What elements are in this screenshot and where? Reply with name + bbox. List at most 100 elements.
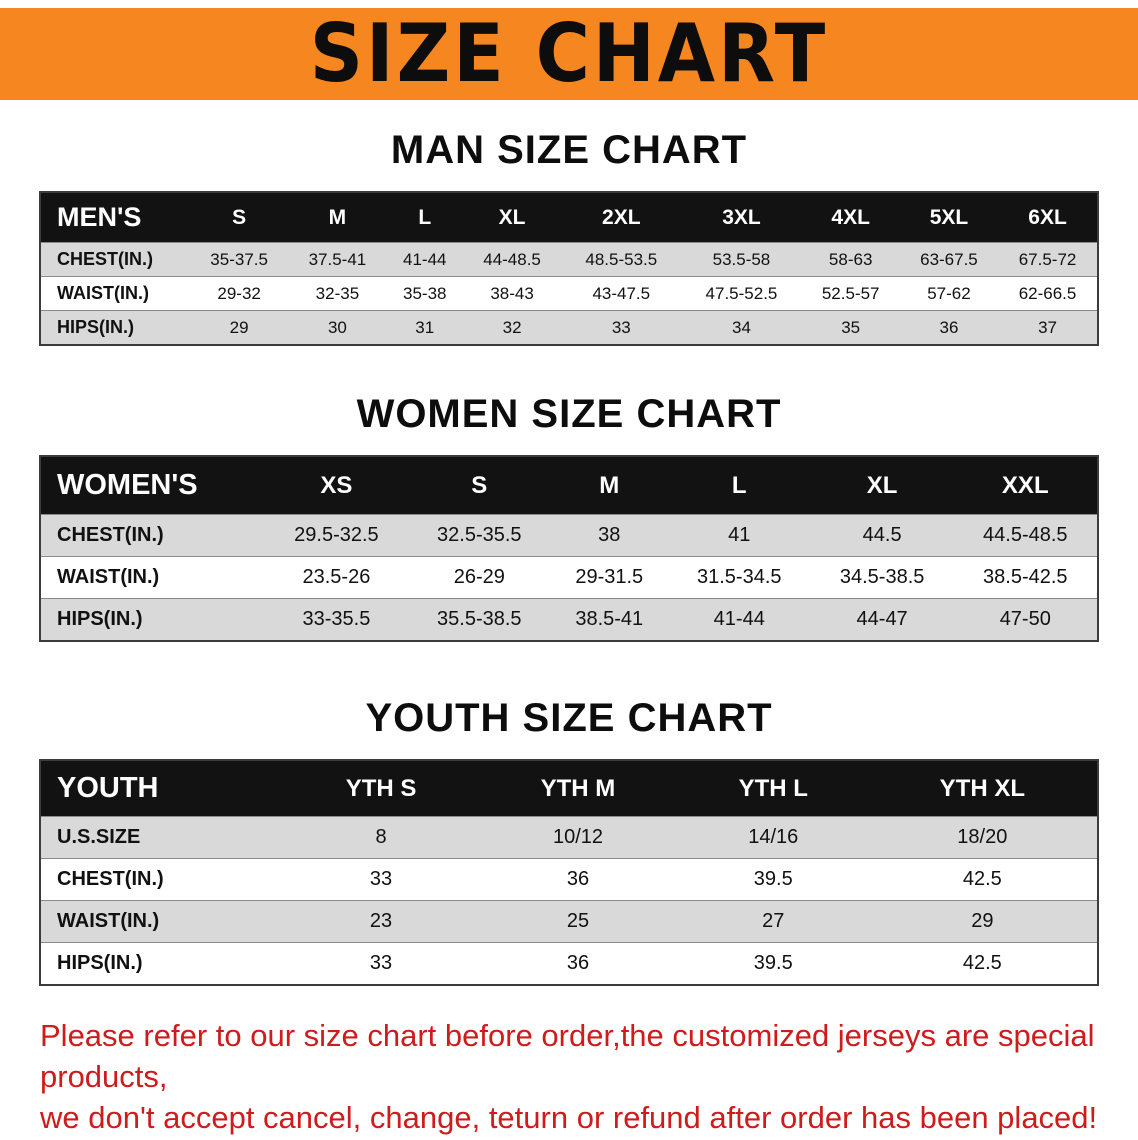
size-cell: 44-48.5 (462, 242, 562, 277)
column-header: YTH M (477, 760, 679, 817)
column-header: 4XL (801, 192, 900, 243)
size-cell: 39.5 (678, 858, 868, 901)
youth-section: YOUTH SIZE CHART YOUTH YTH S YTH M YTH L… (0, 696, 1138, 986)
size-cell: 36 (477, 858, 679, 901)
column-header: 6XL (998, 192, 1098, 243)
column-header: XS (265, 456, 408, 515)
column-header: S (407, 456, 551, 515)
table-row: HIPS(IN.) 29 30 31 32 33 34 35 36 37 (40, 310, 1098, 345)
size-cell: 39.5 (678, 942, 868, 985)
size-cell: 38-43 (462, 276, 562, 311)
men-section-heading: MAN SIZE CHART (390, 128, 748, 172)
size-cell: 33 (561, 310, 682, 345)
size-cell: 29 (190, 310, 289, 345)
women-section-heading: WOMEN SIZE CHART (356, 392, 782, 436)
row-label: WAIST(IN.) (40, 276, 190, 311)
column-header: 2XL (561, 192, 682, 243)
youth-size-table: YOUTH YTH S YTH M YTH L YTH XL U.S.SIZE … (39, 759, 1099, 986)
size-cell: 38 (550, 514, 668, 557)
row-label: WAIST(IN.) (40, 556, 265, 599)
page-title: SIZE CHART (309, 7, 829, 101)
size-cell: 23 (285, 900, 478, 943)
size-cell: 33 (285, 858, 478, 901)
column-header: 5XL (899, 192, 999, 243)
size-cell: 29 (867, 900, 1098, 943)
column-header: XL (810, 456, 954, 515)
column-header: M (550, 456, 668, 515)
table-row: U.S.SIZE 8 10/12 14/16 18/20 (40, 816, 1098, 859)
size-cell: 32-35 (288, 276, 387, 311)
table-row: CHEST(IN.) 33 36 39.5 42.5 (40, 858, 1098, 901)
column-header: S (190, 192, 289, 243)
table-row: HIPS(IN.) 33 36 39.5 42.5 (40, 942, 1098, 985)
size-cell: 35 (801, 310, 900, 345)
table-row: CHEST(IN.) 35-37.5 37.5-41 41-44 44-48.5… (40, 242, 1098, 277)
size-cell: 8 (285, 816, 478, 859)
size-cell: 18/20 (867, 816, 1098, 859)
table-row: WAIST(IN.) 29-32 32-35 35-38 38-43 43-47… (40, 276, 1098, 311)
size-cell: 37 (998, 310, 1098, 345)
column-header: XXL (953, 456, 1098, 515)
size-cell: 34 (681, 310, 802, 345)
men-table-title: MEN'S (40, 192, 190, 243)
size-cell: 33 (285, 942, 478, 985)
row-label: HIPS(IN.) (40, 942, 285, 985)
footer-note-line2: we don't accept cancel, change, teturn o… (40, 1099, 1098, 1135)
column-header: L (386, 192, 463, 243)
women-section: WOMEN SIZE CHART WOMEN'S XS S M L XL XXL… (0, 392, 1138, 642)
size-cell: 32 (462, 310, 562, 345)
size-cell: 35-37.5 (190, 242, 289, 277)
column-header: 3XL (681, 192, 802, 243)
size-cell: 43-47.5 (561, 276, 682, 311)
women-header-row: WOMEN'S XS S M L XL XXL (40, 456, 1098, 515)
table-row: WAIST(IN.) 23 25 27 29 (40, 900, 1098, 943)
size-cell: 31.5-34.5 (667, 556, 811, 599)
table-row: WAIST(IN.) 23.5-26 26-29 29-31.5 31.5-34… (40, 556, 1098, 599)
row-label: CHEST(IN.) (40, 858, 285, 901)
size-cell: 33-35.5 (265, 598, 408, 641)
size-cell: 42.5 (867, 942, 1098, 985)
size-cell: 34.5-38.5 (810, 556, 954, 599)
size-cell: 36 (899, 310, 999, 345)
banner: SIZE CHART (0, 8, 1138, 100)
column-header: YTH XL (867, 760, 1098, 817)
size-cell: 30 (288, 310, 387, 345)
column-header: YTH S (285, 760, 478, 817)
column-header: XL (462, 192, 562, 243)
size-cell: 47-50 (953, 598, 1098, 641)
size-cell: 44-47 (810, 598, 954, 641)
row-label: CHEST(IN.) (40, 514, 265, 557)
size-cell: 53.5-58 (681, 242, 802, 277)
size-cell: 67.5-72 (998, 242, 1098, 277)
size-cell: 47.5-52.5 (681, 276, 802, 311)
size-cell: 35-38 (386, 276, 463, 311)
size-cell: 37.5-41 (288, 242, 387, 277)
women-size-table: WOMEN'S XS S M L XL XXL CHEST(IN.) 29.5-… (39, 455, 1099, 642)
size-cell: 29-31.5 (550, 556, 668, 599)
size-cell: 63-67.5 (899, 242, 999, 277)
footer-note-line1: Please refer to our size chart before or… (40, 1018, 1095, 1094)
size-cell: 57-62 (899, 276, 999, 311)
men-size-table: MEN'S S M L XL 2XL 3XL 4XL 5XL 6XL CHEST… (39, 191, 1099, 346)
size-cell: 26-29 (407, 556, 551, 599)
size-cell: 58-63 (801, 242, 900, 277)
size-cell: 35.5-38.5 (407, 598, 551, 641)
size-cell: 38.5-41 (550, 598, 668, 641)
size-cell: 14/16 (678, 816, 868, 859)
youth-section-heading: YOUTH SIZE CHART (365, 696, 773, 740)
size-cell: 29.5-32.5 (265, 514, 408, 557)
size-cell: 41-44 (667, 598, 811, 641)
size-cell: 10/12 (477, 816, 679, 859)
column-header: YTH L (678, 760, 868, 817)
size-cell: 48.5-53.5 (561, 242, 682, 277)
size-cell: 29-32 (190, 276, 289, 311)
table-row: CHEST(IN.) 29.5-32.5 32.5-35.5 38 41 44.… (40, 514, 1098, 557)
size-cell: 27 (678, 900, 868, 943)
row-label: CHEST(IN.) (40, 242, 190, 277)
size-cell: 42.5 (867, 858, 1098, 901)
size-cell: 44.5 (810, 514, 954, 557)
size-cell: 41-44 (386, 242, 463, 277)
women-table-title: WOMEN'S (40, 456, 265, 515)
row-label: WAIST(IN.) (40, 900, 285, 943)
youth-header-row: YOUTH YTH S YTH M YTH L YTH XL (40, 760, 1098, 817)
